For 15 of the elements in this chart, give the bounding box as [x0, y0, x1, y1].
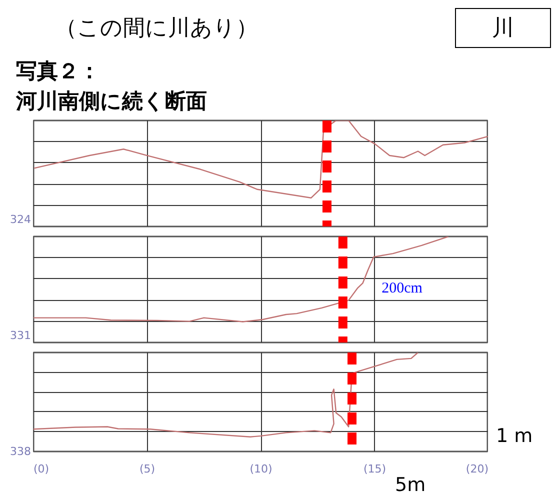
x-tick-label: (20) [466, 462, 489, 476]
text: 1 m [496, 424, 533, 449]
x-tick-label: (5) [139, 462, 156, 476]
text: 川 [455, 8, 551, 48]
chart-title: 写真２： [16, 58, 100, 85]
text: （この間に川あり） [55, 14, 258, 42]
chart-subtitle: 河川南側に続く断面 [14, 88, 207, 115]
text: 5m [395, 473, 426, 498]
annotation: 200cm [382, 280, 423, 296]
x-tick-label: (0) [34, 462, 50, 476]
y-axis-title: 331 [10, 328, 31, 344]
x-tick-label: (15) [363, 462, 386, 476]
y-axis-title: 324 [10, 212, 31, 228]
x-tick-label: (10) [250, 462, 272, 476]
y-axis-title: 338 [10, 444, 31, 460]
